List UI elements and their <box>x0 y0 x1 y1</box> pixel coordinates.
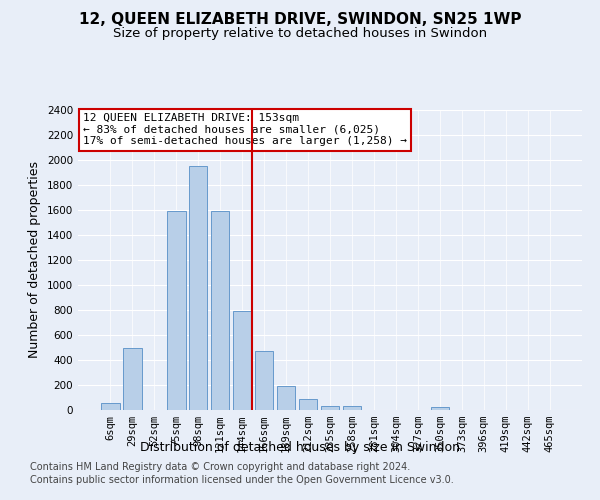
Bar <box>101 402 119 410</box>
Text: Contains public sector information licensed under the Open Government Licence v3: Contains public sector information licen… <box>30 475 454 485</box>
Text: Distribution of detached houses by size in Swindon: Distribution of detached houses by size … <box>140 441 460 454</box>
Bar <box>255 351 274 410</box>
Text: Contains HM Land Registry data © Crown copyright and database right 2024.: Contains HM Land Registry data © Crown c… <box>30 462 410 472</box>
Bar <box>277 386 295 410</box>
Bar <box>189 166 208 410</box>
Text: Size of property relative to detached houses in Swindon: Size of property relative to detached ho… <box>113 28 487 40</box>
Bar <box>211 211 229 410</box>
Bar <box>299 399 317 410</box>
Text: 12 QUEEN ELIZABETH DRIVE: 153sqm
← 83% of detached houses are smaller (6,025)
17: 12 QUEEN ELIZABETH DRIVE: 153sqm ← 83% o… <box>83 113 407 146</box>
Bar <box>123 348 142 410</box>
Bar <box>233 311 251 410</box>
Bar <box>320 406 340 410</box>
Bar <box>431 407 449 410</box>
Bar <box>343 406 361 410</box>
Y-axis label: Number of detached properties: Number of detached properties <box>28 162 41 358</box>
Bar <box>167 211 185 410</box>
Text: 12, QUEEN ELIZABETH DRIVE, SWINDON, SN25 1WP: 12, QUEEN ELIZABETH DRIVE, SWINDON, SN25… <box>79 12 521 28</box>
